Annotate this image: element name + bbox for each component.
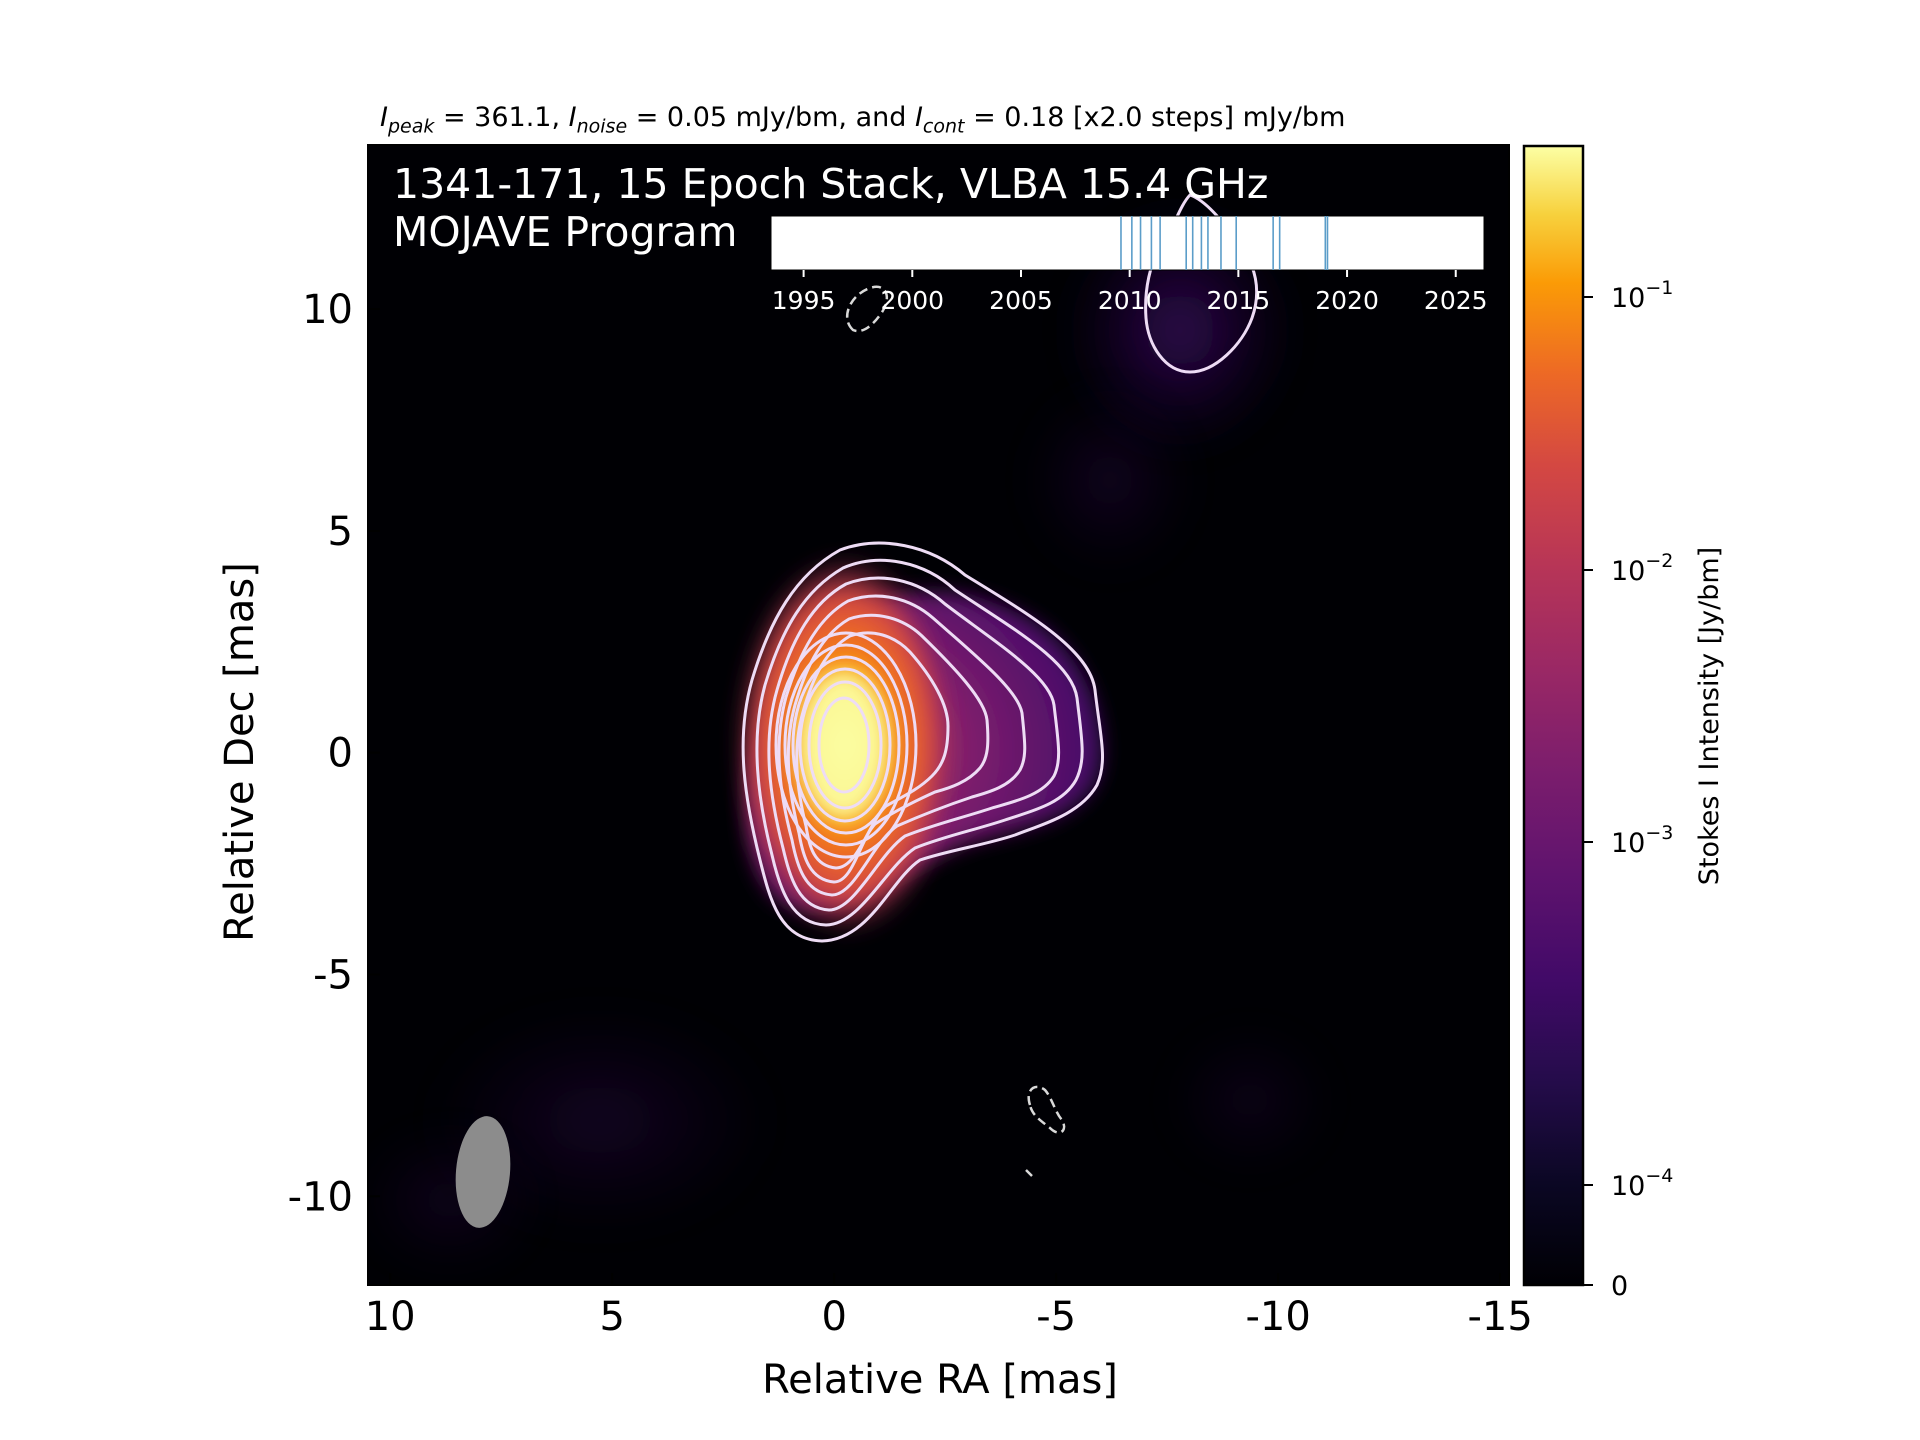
colorbar-tick-label: 10−1: [1611, 277, 1673, 314]
noise-symbol: I: [568, 102, 577, 133]
timeline-tick-label: 2005: [989, 286, 1053, 315]
contour-north-feature: [1144, 193, 1259, 374]
contour-level-12: [817, 696, 871, 794]
faint-emission-patch: [1030, 390, 1190, 570]
cont-subscript: cont: [922, 115, 965, 138]
y-tick-label: -5: [313, 952, 353, 998]
x-tick-label: 10: [365, 1294, 416, 1340]
x-tick-label: 5: [599, 1294, 624, 1340]
colorbar-tick-label: 10−3: [1611, 822, 1673, 859]
peak-value: = 361.1,: [434, 102, 569, 133]
timeline-tick-label: 2000: [880, 286, 944, 315]
contour-level-8: [783, 643, 909, 847]
overlay-title-line1: 1341-171, 15 Epoch Stack, VLBA 15.4 GHz: [393, 160, 1268, 208]
epoch-ticks: [1120, 216, 1329, 270]
colorbar-label: Stokes I Intensity [Jy/bm]: [1694, 547, 1725, 885]
timeline-box: [770, 215, 1485, 271]
beam-ellipse: [455, 1116, 511, 1228]
core-peak: [798, 670, 888, 820]
noise-subscript: noise: [576, 115, 628, 138]
faint-emission-patch: [1170, 1030, 1330, 1170]
map-frame: [367, 144, 1510, 1286]
contour-set: [741, 193, 1259, 943]
map-area: 1341-171, 15 Epoch Stack, VLBA 15.4 GHz …: [367, 144, 1510, 1286]
colorbar-gradient: [1522, 144, 1585, 1287]
y-tick-label: -10: [288, 1174, 353, 1220]
overlay-title-line2: MOJAVE Program: [393, 208, 737, 256]
colorbar-tick-label: 10−2: [1611, 550, 1673, 587]
colorbar-ticks: 10−1 10−2 10−3 10−4 0: [1583, 277, 1673, 1302]
negative-contour: [1025, 1169, 1033, 1177]
y-tick-label: 5: [328, 509, 353, 555]
negative-contour: [846, 285, 889, 333]
timeline-tick-label: 1995: [772, 286, 836, 315]
map-summary-line: Ipeak = 361.1, Inoise = 0.05 mJy/bm, and…: [380, 102, 1345, 137]
timeline-tick-label: 2025: [1424, 286, 1488, 315]
cont-symbol: I: [914, 102, 923, 133]
colorbar: 10−1 10−2 10−3 10−4 0 Stokes I Intensity [Jy…: [1522, 144, 1725, 1302]
y-axis-label: Relative Dec [mas]: [217, 562, 263, 942]
x-axis-label: Relative RA [mas]: [762, 1357, 1118, 1403]
contour-level-10: [798, 667, 892, 823]
x-axis: 10 5 0 -5 -10 -15: [365, 1273, 1533, 1340]
x-tick-label: -15: [1467, 1294, 1532, 1340]
peak-subscript: peak: [387, 115, 435, 138]
negative-contours: [846, 285, 1066, 1177]
timeline-axis: 1995 2000 2005 2010 2015 2020 2025: [772, 270, 1488, 315]
contour-level-9: [791, 655, 901, 835]
y-axis: -10 -5 0 5 10: [288, 287, 380, 1220]
faint-emission-patch: [368, 1130, 540, 1270]
x-tick-label: -5: [1036, 1294, 1076, 1340]
epoch-timeline-inset: 1995 2000 2005 2010 2015 2020 2025: [770, 215, 1488, 315]
timeline-tick-label: 2010: [1098, 286, 1162, 315]
contour-level-1: [741, 541, 1104, 943]
timeline-tick-label: 2020: [1315, 286, 1379, 315]
x-tick-label: -10: [1245, 1294, 1310, 1340]
contour-level-7: [774, 631, 918, 859]
peak-symbol: I: [380, 102, 388, 133]
cont-value: = 0.18 [x2.0 steps] mJy/bm: [964, 102, 1346, 133]
timeline-tick-label: 2015: [1207, 286, 1271, 315]
colorbar-tick-label: 0: [1611, 1271, 1628, 1302]
negative-contour: [1027, 1085, 1066, 1134]
noise-value: = 0.05 mJy/bm, and: [627, 102, 915, 133]
x-tick-label: 0: [821, 1294, 846, 1340]
colorbar-tick-label: 10−4: [1611, 1165, 1673, 1202]
contour-level-11: [807, 680, 883, 810]
y-tick-label: 0: [328, 731, 353, 777]
contour-level-2: [755, 558, 1084, 927]
y-tick-label: 10: [302, 287, 353, 333]
contour-level-3: [767, 576, 1061, 912]
